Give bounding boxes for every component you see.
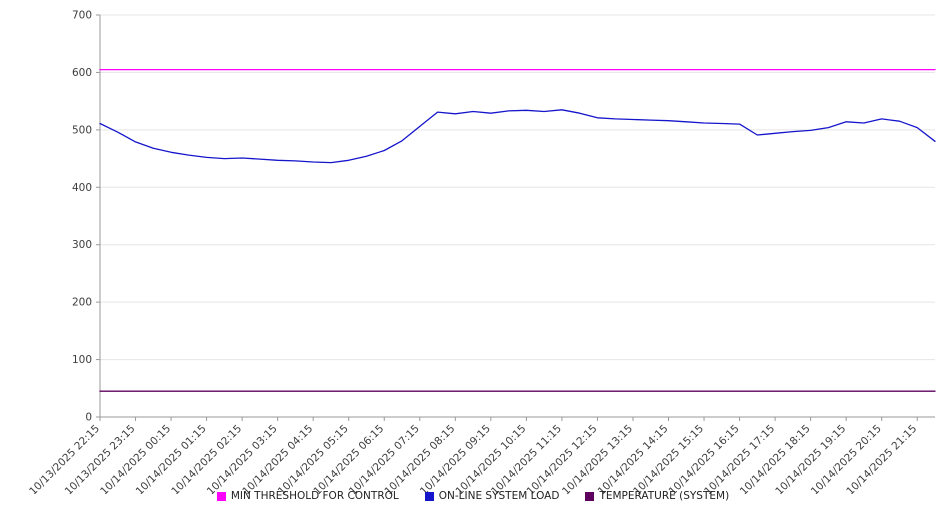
y-axis-label: 400 (72, 182, 92, 194)
y-axis-label: 200 (72, 297, 92, 309)
legend-label: MIN THRESHOLD FOR CONTROL (230, 490, 399, 502)
legend-label: TEMPERATURE (SYSTEM) (599, 490, 730, 502)
chart-legend: MIN THRESHOLD FOR CONTROL ON-LINE SYSTEM … (0, 490, 946, 502)
x-axis-label: 10/13/2025 22:15 (27, 423, 102, 494)
y-axis-label: 700 (72, 10, 92, 22)
legend-item-on-line-system-load[interactable]: ON-LINE SYSTEM LOAD (424, 490, 560, 502)
series-line-on-line-system-load (99, 109, 936, 164)
y-axis-label: 300 (72, 239, 92, 251)
legend-swatch (424, 491, 434, 501)
legend-item-temperature-system-[interactable]: TEMPERATURE (SYSTEM) (585, 490, 729, 502)
y-axis-label: 100 (72, 354, 92, 366)
y-axis-label: 500 (72, 124, 92, 136)
legend-label: ON-LINE SYSTEM LOAD (438, 490, 560, 502)
legend-item-min-threshold-for-control[interactable]: MIN THRESHOLD FOR CONTROL (216, 490, 399, 502)
y-axis-label: 600 (72, 67, 92, 79)
legend-swatch (216, 491, 226, 501)
legend-swatch (585, 491, 595, 501)
y-axis-label: 0 (85, 412, 92, 424)
